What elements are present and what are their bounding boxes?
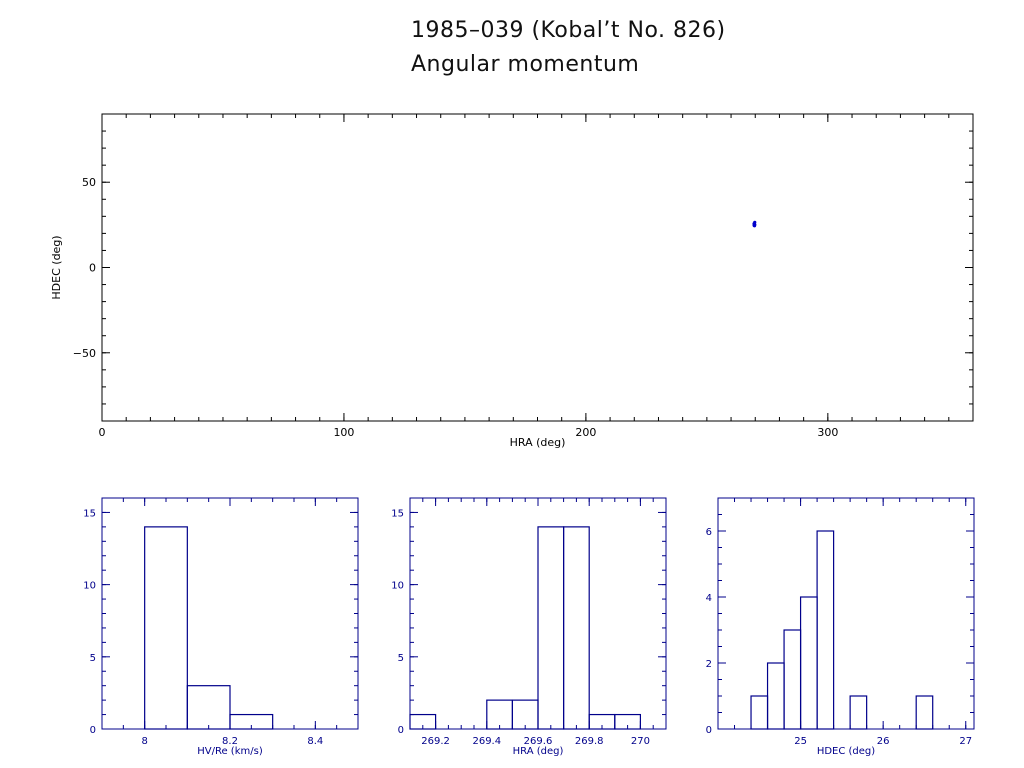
- scatter-xtick-label: 100: [333, 426, 354, 439]
- hist-hdec-frame: [717, 497, 975, 730]
- hist-hra-bar: [537, 526, 565, 730]
- scatter-ytick-label: −50: [73, 347, 96, 360]
- scatter-frame: [101, 113, 974, 422]
- hist-hra-ytick-label: 15: [391, 508, 404, 519]
- scatter-xlabel: HRA (deg): [510, 436, 566, 449]
- hist-hra-bar: [409, 713, 437, 730]
- scatter-ylabel: HDEC (deg): [50, 235, 63, 299]
- hist-hdec-ytick-label: 2: [706, 659, 712, 670]
- hist-hv-bar: [144, 526, 188, 730]
- scatter-point: [753, 223, 757, 227]
- hist-hdec-xtick-label: 25: [794, 736, 807, 747]
- hist-hra-xtick-label: 269.2: [421, 736, 450, 747]
- hist-hra-xtick-label: 270: [631, 736, 650, 747]
- hist-hra-xlabel: HRA (deg): [513, 746, 564, 757]
- scatter-ytick-label: 50: [82, 176, 96, 189]
- hist-hdec-ytick-label: 4: [706, 593, 712, 604]
- hist-hra-ytick-label: 10: [391, 581, 404, 592]
- scatter-ytick-label: 0: [89, 262, 96, 275]
- chart-title: 1985–039 (Kobal’t No. 826): [411, 18, 726, 43]
- hist-hdec-bar: [783, 629, 802, 730]
- hist-hv-ytick-label: 5: [90, 653, 96, 664]
- hist-hv-ytick-label: 15: [83, 508, 96, 519]
- hist-hv-xtick-label: 8.2: [222, 736, 238, 747]
- scatter-xtick-label: 200: [575, 426, 596, 439]
- histogram-hdec-panel: 25 26 27 0 2 4 6 HDEC (deg): [706, 497, 975, 757]
- hist-hra-xtick-label: 269.4: [472, 736, 501, 747]
- hist-hra-bar: [614, 713, 641, 730]
- hist-hra-bar: [511, 699, 539, 730]
- hist-hv-xtick-label: 8: [141, 736, 147, 747]
- hist-hdec-bar: [915, 695, 934, 730]
- hist-hdec-bar: [766, 662, 785, 730]
- histogram-hv-panel: 8 8.2 8.4 0 5 10 15 HV/Re (km/s): [83, 497, 359, 757]
- hist-hra-bar: [562, 526, 590, 730]
- hist-hv-ytick-label: 0: [90, 725, 96, 736]
- hist-hdec-xtick-label: 27: [959, 736, 972, 747]
- chart-subtitle: Angular momentum: [411, 52, 640, 77]
- hist-hdec-ytick-label: 0: [706, 725, 712, 736]
- hist-hv-bar: [186, 685, 231, 730]
- hist-hra-xtick-label: 269.8: [575, 736, 604, 747]
- hist-hdec-bar: [750, 695, 769, 730]
- hist-hv-bar: [229, 713, 274, 730]
- hist-hdec-xlabel: HDEC (deg): [817, 746, 875, 757]
- hist-hdec-bar: [816, 530, 835, 730]
- histogram-hra-panel: 269.2 269.4 269.6 269.8 270 0 5 10 15 HRA (deg): [391, 497, 667, 757]
- hist-hv-xlabel: HV/Re (km/s): [197, 746, 263, 757]
- hist-hdec-bar: [849, 695, 868, 730]
- hist-hv-ytick-label: 10: [83, 581, 96, 592]
- hist-hra-xtick-label: 269.6: [524, 736, 553, 747]
- hist-hdec-xtick-label: 26: [877, 736, 890, 747]
- hist-hra-ytick-label: 0: [398, 725, 404, 736]
- title-block: 1985–039 (Kobal’t No. 826) Angular momen…: [411, 14, 726, 82]
- hist-hdec-ytick-label: 6: [706, 527, 712, 538]
- hist-hv-xtick-label: 8.4: [307, 736, 323, 747]
- scatter-xtick-label: 300: [817, 426, 838, 439]
- hist-hra-bar: [486, 699, 513, 730]
- scatter-panel: 0 100 200 300 −50 0 50 HRA (deg) HDEC (deg): [50, 113, 974, 449]
- scatter-xtick-label: 0: [99, 426, 106, 439]
- hist-hdec-bar: [799, 596, 818, 730]
- hist-hra-ytick-label: 5: [398, 653, 404, 664]
